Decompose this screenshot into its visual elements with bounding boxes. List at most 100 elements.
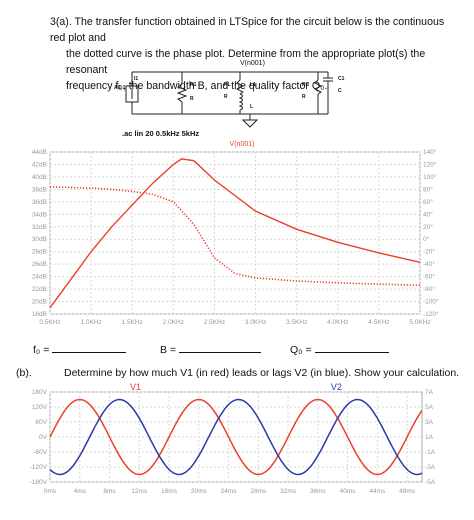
wave-y-right-tick: -1A bbox=[425, 449, 436, 456]
question-3b-label: (b). bbox=[16, 367, 32, 379]
source-name: I1 bbox=[134, 76, 138, 82]
bode-y-left-tick: 42dB bbox=[32, 161, 47, 168]
bode-y-right-tick: 140° bbox=[423, 148, 437, 156]
q0-blank[interactable] bbox=[314, 351, 389, 353]
wave-x-tick: 8ms bbox=[103, 488, 116, 495]
b-blank[interactable] bbox=[178, 351, 261, 353]
wave-x-tick: 44ms bbox=[369, 488, 386, 495]
bode-y-right-tick: 120° bbox=[423, 160, 437, 168]
wave-y-right-tick: -3A bbox=[425, 464, 436, 471]
bode-y-left-tick: 24dB bbox=[32, 274, 47, 281]
l1-name: L1 bbox=[250, 82, 256, 88]
bode-y-right-tick: 20° bbox=[423, 223, 433, 231]
bode-x-tick: 4.5KHz bbox=[368, 319, 389, 326]
f0-label: f₀ = bbox=[33, 344, 50, 356]
node-label: V(n001) bbox=[240, 60, 265, 67]
resistor-r1-icon bbox=[176, 83, 188, 103]
bode-x-tick: 1.0KHz bbox=[80, 319, 101, 326]
bode-y-left-tick: 34dB bbox=[32, 211, 47, 218]
resistor-rc-icon bbox=[313, 79, 323, 95]
question-3a-line1: 3(a). The transfer function obtained in … bbox=[50, 16, 445, 44]
ground-icon bbox=[241, 119, 259, 128]
wave-x-tick: 28ms bbox=[250, 488, 267, 495]
bode-y-left-tick: 20dB bbox=[32, 299, 47, 306]
bode-grid bbox=[49, 151, 421, 315]
wave-y-left-tick: 120V bbox=[32, 404, 48, 411]
phase-curve bbox=[49, 186, 421, 287]
bode-y-left-tick: 36dB bbox=[32, 199, 47, 206]
bode-x-tick: 5.0KHz bbox=[409, 319, 430, 326]
rc-value: R bbox=[302, 94, 306, 100]
q0-label: Q₀ = bbox=[290, 344, 312, 356]
bode-x-tick: 2.5KHz bbox=[204, 319, 225, 326]
waveform-tick-labels: 0ms 4ms 8ms 12ms 16ms 20ms 24ms 28ms 32ms 36ms 40m… bbox=[30, 389, 436, 495]
wave-y-right-tick: 7A bbox=[425, 389, 434, 396]
r1-value: R bbox=[190, 96, 194, 102]
wave-x-tick: 24ms bbox=[221, 488, 238, 495]
bode-plot: V(n001) 0.5KHz 1.0KHz 1.5KHz 2.0KHz 2.5KHz 3.… bbox=[32, 141, 439, 326]
resistor-rl-icon bbox=[235, 79, 245, 95]
bode-tick-labels: 0.5KHz 1.0KHz 1.5KHz 2.0KHz 2.5KHz 3.0KHz 3.5K… bbox=[32, 148, 439, 326]
bode-y-right-tick: 80° bbox=[423, 185, 433, 193]
question-3a-line3: frequency f₀, the bandwidth B, and the q… bbox=[66, 80, 328, 92]
bode-y-left-tick: 18dB bbox=[32, 311, 47, 318]
wave-x-tick: 0ms bbox=[44, 488, 57, 495]
wave-v2 bbox=[49, 398, 423, 476]
f0-blank[interactable] bbox=[52, 351, 127, 353]
wave-x-tick: 20ms bbox=[191, 488, 208, 495]
bode-y-right-tick: 100° bbox=[423, 173, 437, 181]
bode-y-left-tick: 26dB bbox=[32, 261, 47, 268]
l1-value: L bbox=[250, 104, 253, 110]
bode-series bbox=[49, 158, 421, 309]
wave-y-right-tick: 3A bbox=[425, 419, 434, 426]
wave-y-right-tick: 5A bbox=[425, 404, 434, 411]
wave-x-tick: 16ms bbox=[161, 488, 178, 495]
wave-x-tick: 12ms bbox=[131, 488, 148, 495]
rc-name: RC bbox=[302, 82, 310, 88]
bode-y-right-tick: -40° bbox=[423, 260, 435, 268]
wave-x-tick: 36ms bbox=[310, 488, 327, 495]
rl-value: R bbox=[224, 94, 228, 100]
wave-y-left-tick: -180V bbox=[30, 479, 48, 486]
spice-directive: .ac lin 20 0.5kHz 5kHz bbox=[122, 129, 199, 138]
magnitude-curve bbox=[49, 158, 421, 309]
wave-y-right-tick: 1A bbox=[425, 434, 434, 441]
wave-x-tick: 32ms bbox=[280, 488, 297, 495]
wave-y-left-tick: -120V bbox=[30, 464, 48, 471]
legend-v1: V1 bbox=[130, 382, 141, 392]
f0-answer: f₀ = bbox=[33, 344, 127, 356]
bode-y-right-tick: -80° bbox=[423, 285, 435, 293]
b-answer: B = bbox=[160, 344, 261, 356]
c1-value: C bbox=[338, 88, 342, 94]
wave-x-tick: 4ms bbox=[74, 488, 87, 495]
c1-name: C1 bbox=[338, 76, 345, 82]
source-value: AC 1 bbox=[114, 85, 126, 91]
bode-x-tick: 3.0KHz bbox=[245, 319, 266, 326]
bode-x-tick: 0.5KHz bbox=[39, 319, 60, 326]
wave-y-left-tick: 180V bbox=[32, 389, 48, 396]
waveform-legend: V1 V2 bbox=[130, 382, 342, 392]
bode-y-right-tick: -60° bbox=[423, 273, 435, 281]
question-3a-line2: the dotted curve is the phase plot. Dete… bbox=[66, 48, 426, 76]
bode-y-right-tick: 40° bbox=[423, 210, 433, 218]
b-label: B = bbox=[160, 344, 177, 356]
bode-x-tick: 1.5KHz bbox=[122, 319, 143, 326]
bode-y-left-tick: 28dB bbox=[32, 249, 47, 256]
question-3a: 3(a). The transfer function obtained in … bbox=[50, 14, 460, 94]
wave-x-tick: 40ms bbox=[340, 488, 357, 495]
bode-plot-title: V(n001) bbox=[230, 141, 255, 148]
bode-y-right-tick: -20° bbox=[423, 248, 435, 256]
bode-y-left-tick: 38dB bbox=[32, 186, 47, 193]
wave-v1 bbox=[49, 398, 423, 476]
bode-y-left-tick: 40dB bbox=[32, 174, 47, 181]
wave-x-tick: 48ms bbox=[399, 488, 416, 495]
bode-y-right-tick: 0° bbox=[423, 235, 430, 243]
bode-x-tick: 2.0KHz bbox=[163, 319, 184, 326]
inductor-l1-icon bbox=[238, 93, 243, 111]
bode-x-tick: 4.0KHz bbox=[327, 319, 348, 326]
wave-y-left-tick: -60V bbox=[33, 449, 47, 456]
q0-answer: Q₀ = bbox=[290, 344, 389, 356]
wave-y-right-tick: -5A bbox=[425, 479, 436, 486]
bode-y-left-tick: 44dB bbox=[32, 149, 47, 156]
bode-y-left-tick: 22dB bbox=[32, 286, 47, 293]
